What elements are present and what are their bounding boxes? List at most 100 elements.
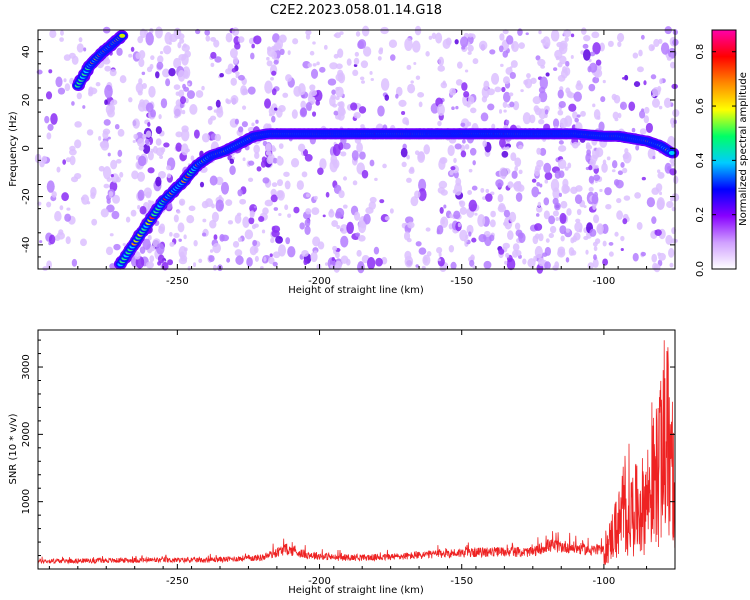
spectrogram-noise-blob (557, 109, 564, 116)
spectrogram-noise-blob (273, 207, 279, 211)
spectrogram-noise-blob (508, 211, 517, 223)
spectrogram-noise-blob (273, 59, 279, 65)
spectrogram-noise-blob (158, 114, 162, 120)
spectrogram-noise-blob (651, 94, 656, 98)
spectrogram-noise-blob (232, 240, 240, 248)
colorbar-gradient (712, 30, 736, 269)
spectrogram-noise-blob (278, 143, 284, 149)
spectrogram-noise-blob (173, 232, 180, 239)
colorbar-label: Normalized spectral amplitude (738, 72, 749, 226)
spectrogram-noise-blob (157, 55, 164, 64)
spectrogram-noise-blob (81, 194, 90, 205)
spectrogram-noise-blob (156, 243, 165, 255)
spectrogram-noise-blob (460, 122, 466, 127)
spectrogram-noise-blob (634, 192, 642, 199)
spectrogram-noise-blob (59, 37, 64, 42)
spectrogram-noise-blob (666, 56, 672, 61)
spectrogram-noise-blob (559, 225, 567, 235)
spectrogram-noise-blob (632, 52, 639, 59)
spectrogram-noise-blob (472, 265, 476, 269)
spectrogram-x-tick-label: -200 (308, 276, 331, 287)
colorbar: 0.0 0.2 0.4 0.6 0.8 Normalized spectral ampl… (695, 29, 749, 277)
spectrogram-noise-blob (502, 29, 509, 35)
spectrogram-noise-blob (417, 92, 425, 98)
spectrogram-noise-blob (605, 203, 612, 210)
spectrogram-noise-blob (437, 258, 441, 262)
spectrogram-noise-blob (312, 41, 316, 45)
spectrogram-noise-blob (335, 63, 343, 70)
spectrogram-noise-blob (183, 86, 190, 92)
spectrogram-noise-blob (300, 100, 307, 109)
spectrogram-noise-blob (130, 209, 137, 217)
spectrogram-noise-blob (588, 187, 594, 192)
spectrogram-noise-blob (640, 34, 645, 40)
spectrogram-noise-blob (460, 36, 469, 48)
spectrogram-noise-blob (497, 204, 507, 213)
spectrogram-noise-blob (237, 189, 243, 197)
spectrogram-noise-blob (467, 190, 473, 195)
spectrogram-noise-blob (657, 171, 665, 179)
spectrogram-noise-blob (215, 99, 221, 108)
spectrogram-noise-blob (431, 32, 437, 40)
ridge-track-peak (668, 150, 675, 155)
spectrogram-noise-blob (248, 160, 255, 166)
spectrogram-noise-blob (504, 260, 508, 265)
spectrogram-noise-blob (238, 74, 245, 81)
spectrogram-noise-blob (317, 167, 324, 175)
spectrogram-noise-blob (552, 118, 560, 129)
spectrogram-noise-blob (201, 85, 205, 91)
spectrogram-noise-blob (266, 60, 273, 67)
spectrogram-noise-blob (401, 161, 407, 168)
spectrogram-noise-blob (595, 147, 604, 158)
spectrogram-noise-blob (417, 151, 426, 163)
spectrogram-noise-blob (437, 256, 445, 267)
spectrogram-noise-blob (242, 157, 246, 162)
spectrogram-noise-blob (535, 213, 540, 217)
spectrogram-noise-blob (253, 35, 262, 45)
spectrogram-noise-blob (607, 40, 614, 48)
spectrogram-noise-blob (163, 142, 170, 148)
spectrogram-noise-blob (125, 216, 131, 223)
spectrogram-noise-blob (436, 225, 444, 235)
spectrogram-noise-blob (330, 264, 334, 269)
spectrogram-noise-blob (563, 29, 572, 38)
spectrogram-noise-blob (159, 223, 166, 232)
spectrogram-noise-blob (659, 78, 663, 85)
spectrogram-noise-blob (269, 253, 273, 258)
snr-frame (37, 329, 676, 570)
spectrogram-noise-blob (98, 165, 105, 172)
spectrogram-noise-blob (110, 173, 114, 178)
spectrogram-noise-blob (303, 258, 308, 266)
spectrogram-noise-blob (639, 128, 647, 135)
spectrogram-noise-blob (63, 54, 71, 61)
spectrogram-noise-blob (337, 101, 344, 107)
spectrogram-noise-blob (137, 35, 144, 44)
spectrogram-noise-blob (534, 245, 543, 259)
spectrogram-noise-blob (106, 198, 111, 204)
spectrogram-noise-blob (518, 232, 526, 244)
spectrogram-noise-blob (509, 101, 515, 108)
spectrogram-noise-blob (46, 180, 55, 193)
spectrogram-noise-blob (562, 178, 569, 188)
spectrogram-noise-blob (215, 176, 224, 186)
spectrogram-noise-blob (559, 40, 568, 50)
spectrogram-noise-blob (61, 192, 69, 202)
spectrogram-noise-blob (558, 100, 566, 108)
spectrogram-noise-blob (404, 37, 413, 51)
spectrogram-noise-blob (56, 166, 61, 173)
spectrogram-noise-blob (339, 31, 344, 35)
spectrogram-noise-blob (65, 236, 71, 245)
spectrogram-noise-blob (100, 208, 109, 218)
spectrogram-noise-blob (558, 192, 562, 198)
spectrogram-noise-blob (558, 140, 564, 145)
spectrogram-noise-blob (538, 119, 545, 125)
spectrogram-noise-blob (265, 143, 272, 152)
spectrogram-noise-blob (572, 111, 578, 119)
spectrogram-noise-blob (69, 148, 77, 156)
spectrogram-noise-blob (109, 68, 117, 77)
spectrogram-noise-blob (357, 261, 365, 274)
spectrogram-noise-blob (461, 139, 466, 144)
spectrogram-noise-blob (363, 46, 372, 57)
spectrogram-noise-blob (585, 144, 593, 150)
spectrogram-noise-blob (467, 44, 474, 52)
